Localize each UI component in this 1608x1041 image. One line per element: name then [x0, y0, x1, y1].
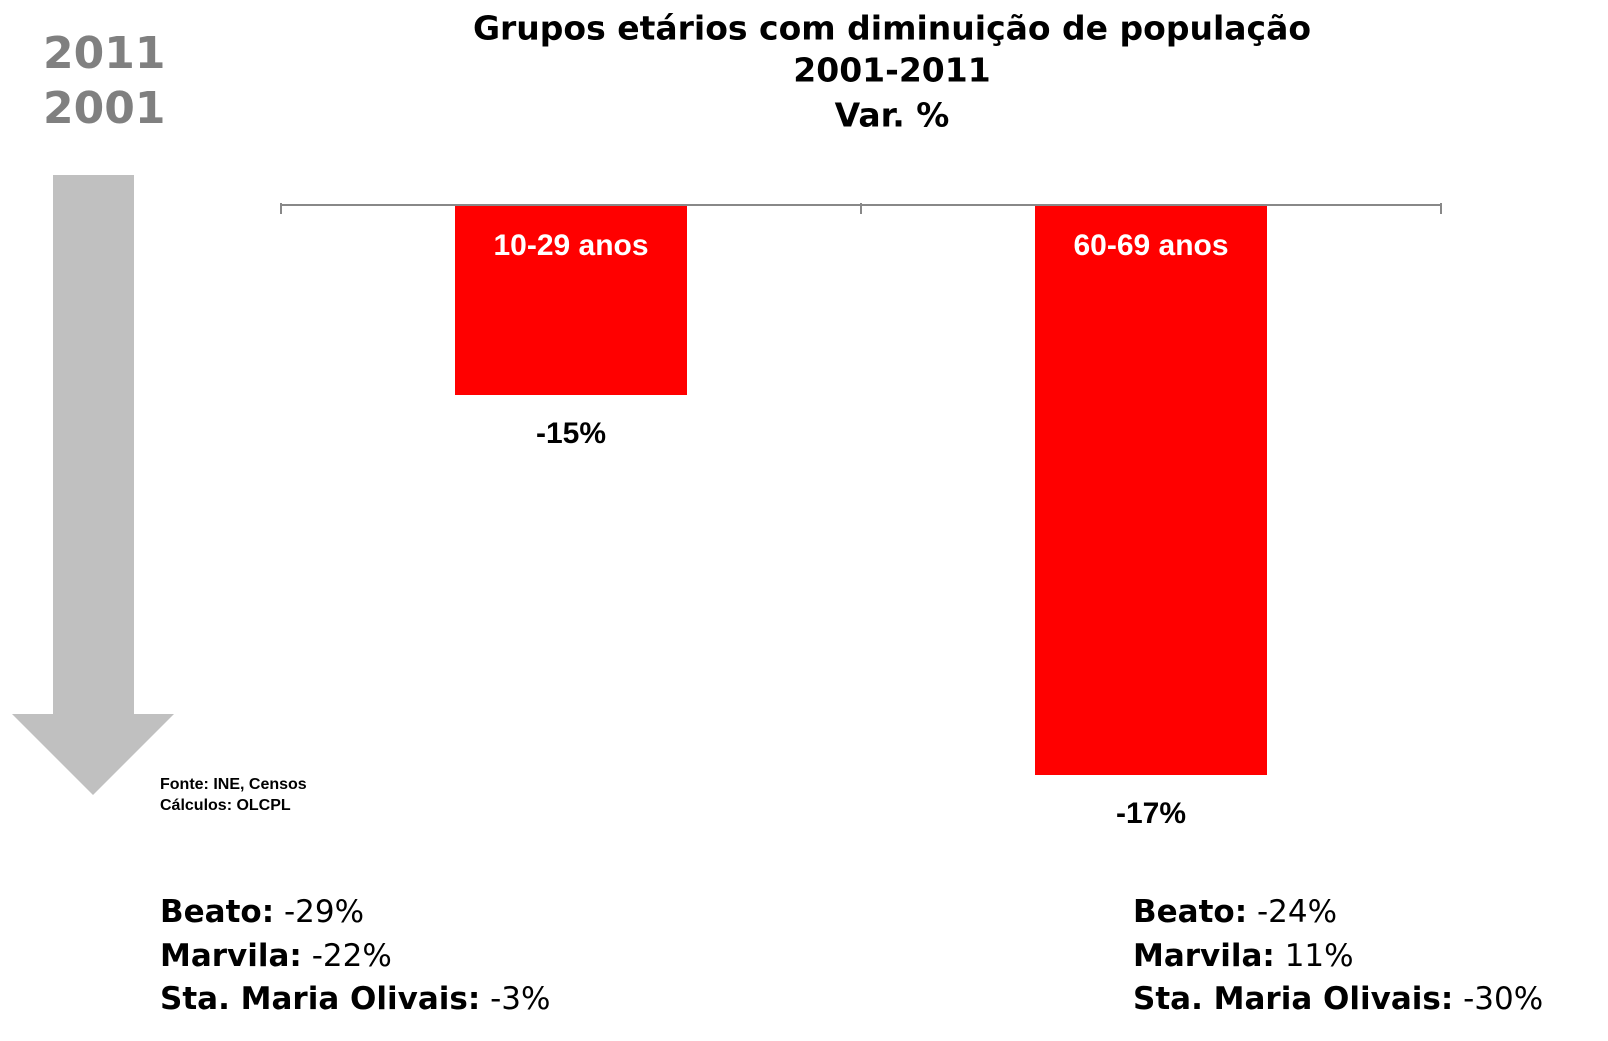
note-label: Beato: [160, 894, 274, 930]
note: Beato: -24% [1133, 894, 1337, 930]
note: Beato: -29% [160, 894, 364, 930]
note: Marvila: -22% [160, 938, 392, 974]
note: Sta. Maria Olivais: -30% [1133, 981, 1543, 1017]
note-label: Beato: [1133, 894, 1247, 930]
chart-title: Grupos etários com diminuição de populaç… [473, 9, 1311, 48]
note-label: Marvila: [160, 938, 302, 974]
category-label: 60-69 anos [1073, 229, 1228, 262]
note-label: Sta. Maria Olivais: [160, 981, 480, 1017]
bar [455, 205, 687, 395]
note-value: -22% [312, 938, 392, 974]
year-label: 2011 [43, 28, 165, 79]
chart-title: Var. % [835, 96, 950, 135]
note-value: -24% [1257, 894, 1337, 930]
note-value: 11% [1285, 938, 1354, 974]
note: Sta. Maria Olivais: -3% [160, 981, 550, 1017]
arrow-shaft [53, 175, 134, 715]
bar [1035, 205, 1267, 775]
category-label: 10-29 anos [493, 229, 648, 262]
note-value: -30% [1463, 981, 1543, 1017]
note-label: Marvila: [1133, 938, 1275, 974]
note-value: -3% [490, 981, 550, 1017]
note: Marvila: 11% [1133, 938, 1354, 974]
arrow-head [12, 714, 174, 795]
value-label: -17% [1116, 797, 1186, 830]
source: Cálculos: OLCPL [160, 797, 291, 814]
chart-title: 2001-2011 [793, 51, 990, 90]
value-label: -15% [536, 417, 606, 450]
year-label: 2001 [43, 83, 165, 134]
source: Fonte: INE, Censos [160, 776, 307, 793]
note-label: Sta. Maria Olivais: [1133, 981, 1453, 1017]
note-value: -29% [284, 894, 364, 930]
